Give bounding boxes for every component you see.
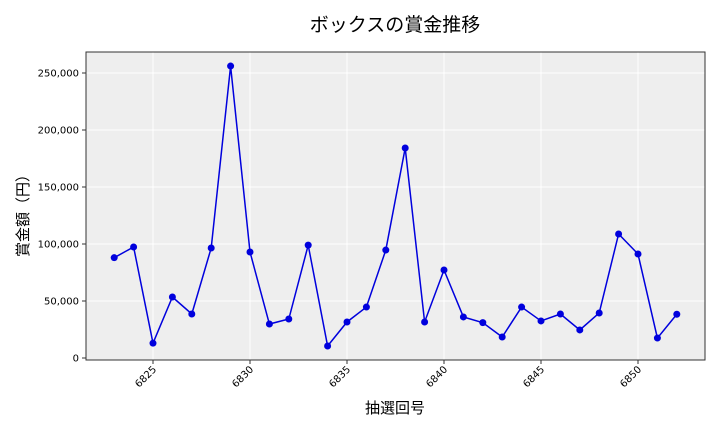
x-tick-label: 6845 — [521, 364, 547, 390]
data-point — [207, 244, 215, 252]
data-point — [343, 318, 351, 326]
data-point — [498, 333, 506, 341]
y-axis-ticks: 0 50,000 100,000 150,000 200,000 250,000 — [38, 69, 86, 365]
y-tick-label: 50,000 — [44, 297, 79, 308]
data-point — [401, 144, 409, 152]
data-point — [673, 310, 681, 318]
data-point — [459, 313, 467, 321]
data-point — [324, 342, 332, 350]
x-tick-label: 6850 — [618, 364, 644, 390]
data-point — [130, 243, 138, 251]
data-point — [188, 310, 196, 318]
data-point — [168, 293, 176, 301]
grid-lines — [86, 52, 705, 360]
chart-title: ボックスの賞金推移 — [310, 14, 480, 36]
data-point — [421, 318, 429, 326]
data-point — [110, 254, 118, 262]
y-tick-label: 200,000 — [38, 126, 79, 137]
series-line — [113, 65, 678, 348]
data-point — [149, 339, 157, 347]
y-tick-label: 0 — [73, 354, 79, 365]
data-point — [285, 315, 293, 323]
data-point — [615, 230, 623, 238]
data-point — [556, 310, 564, 318]
data-point — [518, 303, 526, 311]
x-axis-ticks: 6825 6830 6835 6840 6845 6850 — [133, 360, 644, 390]
y-tick-label: 250,000 — [38, 69, 79, 80]
data-point — [595, 309, 603, 317]
data-point — [362, 303, 370, 311]
data-series — [110, 62, 681, 350]
x-axis-label: 抽選回号 — [365, 399, 425, 417]
data-point — [653, 334, 661, 342]
data-point — [382, 246, 390, 254]
x-tick-label: 6830 — [230, 364, 256, 390]
plot-frame — [85, 51, 706, 361]
data-point — [537, 317, 545, 325]
plot-area — [85, 51, 706, 361]
y-tick-label: 150,000 — [38, 183, 79, 194]
data-point — [634, 250, 642, 258]
x-tick-label: 6840 — [424, 364, 450, 390]
y-axis-label: 賞金額（円） — [14, 167, 32, 257]
data-point — [304, 241, 312, 249]
x-tick-label: 6835 — [327, 364, 353, 390]
data-point — [479, 319, 487, 327]
data-point — [265, 320, 273, 328]
y-tick-label: 100,000 — [38, 240, 79, 251]
data-point — [227, 62, 235, 70]
x-tick-label: 6825 — [133, 364, 159, 390]
data-point — [246, 248, 254, 256]
data-point — [576, 326, 584, 334]
data-point — [440, 266, 448, 274]
